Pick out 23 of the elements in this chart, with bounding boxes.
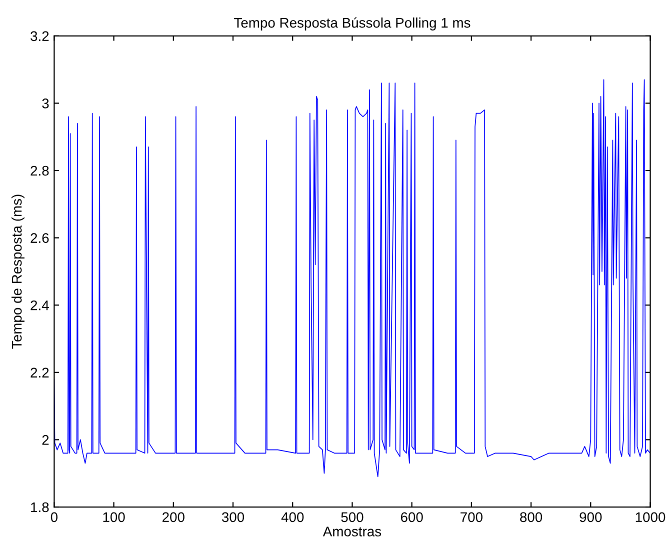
x-tick-label: 1000 bbox=[636, 512, 666, 522]
y-tick-label: 2.2 bbox=[30, 368, 49, 378]
x-tick-label: 800 bbox=[520, 512, 542, 522]
x-tick-label: 300 bbox=[222, 512, 244, 522]
y-tick-label: 2.6 bbox=[30, 233, 49, 243]
y-tick-label: 3 bbox=[42, 98, 49, 108]
x-tick-label: 200 bbox=[162, 512, 184, 522]
y-tick-label: 1.8 bbox=[31, 502, 49, 512]
x-tick-label: 400 bbox=[281, 512, 304, 522]
x-tick-label: 500 bbox=[341, 512, 364, 522]
chart-title: Tempo Resposta Bússola Polling 1 ms bbox=[234, 17, 470, 30]
y-tick-label: 2.4 bbox=[30, 300, 49, 310]
x-tick-label: 600 bbox=[400, 512, 423, 522]
x-tick-label: 0 bbox=[50, 512, 58, 522]
x-tick-label: 700 bbox=[460, 512, 482, 522]
x-tick-label: 900 bbox=[580, 512, 602, 522]
y-tick-label: 3.2 bbox=[30, 31, 49, 42]
y-axis-title: Tempo de Resposta (ms) bbox=[12, 194, 24, 349]
x-tick-label: 100 bbox=[103, 512, 125, 522]
y-tick-label: 2.8 bbox=[30, 166, 49, 176]
y-tick-label: 2 bbox=[42, 435, 49, 445]
x-axis-title: Amostras bbox=[322, 526, 382, 536]
line-series bbox=[54, 79, 650, 478]
